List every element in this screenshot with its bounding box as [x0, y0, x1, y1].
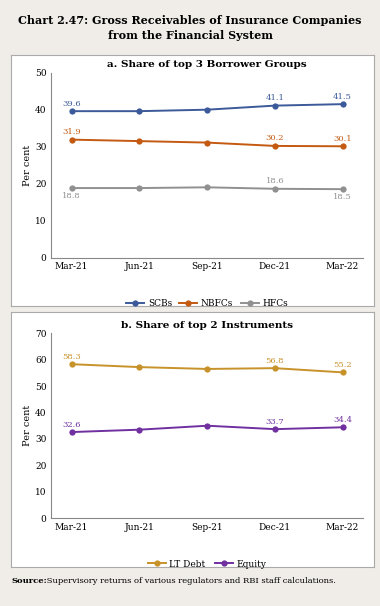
NBFCs	[272, 142, 277, 150]
LT Debt	[137, 364, 142, 371]
NBFCs	[137, 138, 142, 145]
Legend: LT Debt, Equity: LT Debt, Equity	[144, 556, 270, 572]
Text: 31.9: 31.9	[62, 128, 81, 136]
LT Debt	[205, 365, 209, 373]
SCBs	[137, 107, 142, 115]
Line: NBFCs: NBFCs	[68, 136, 346, 150]
HFCs	[137, 184, 142, 191]
LT Debt	[272, 365, 277, 372]
Equity	[205, 422, 209, 430]
Text: 30.2: 30.2	[266, 135, 284, 142]
HFCs	[205, 184, 209, 191]
LT Debt	[340, 368, 345, 376]
Text: 32.6: 32.6	[62, 421, 81, 428]
Text: 41.5: 41.5	[333, 93, 352, 101]
Line: HFCs: HFCs	[68, 184, 346, 192]
Line: Equity: Equity	[68, 422, 346, 435]
Text: 56.8: 56.8	[266, 357, 284, 365]
Text: Supervisory returns of various regulators and RBI staff calculations.: Supervisory returns of various regulator…	[44, 577, 336, 585]
Text: 55.2: 55.2	[333, 361, 352, 369]
Equity	[137, 426, 142, 433]
Text: 18.6: 18.6	[266, 178, 284, 185]
SCBs	[272, 102, 277, 109]
Text: 18.8: 18.8	[62, 192, 81, 200]
Line: SCBs: SCBs	[68, 101, 346, 115]
Y-axis label: Per cent: Per cent	[23, 405, 32, 447]
NBFCs	[340, 142, 345, 150]
Y-axis label: Per cent: Per cent	[23, 144, 32, 186]
Equity	[340, 424, 345, 431]
HFCs	[272, 185, 277, 193]
Text: 30.1: 30.1	[333, 135, 352, 143]
Title: b. Share of top 2 Instruments: b. Share of top 2 Instruments	[121, 321, 293, 330]
Text: 41.1: 41.1	[265, 94, 284, 102]
Title: a. Share of top 3 Borrower Groups: a. Share of top 3 Borrower Groups	[107, 60, 307, 69]
HFCs	[340, 185, 345, 193]
NBFCs	[205, 139, 209, 146]
Text: Source:: Source:	[11, 577, 47, 585]
Text: 34.4: 34.4	[333, 416, 352, 424]
NBFCs	[69, 136, 74, 143]
Line: LT Debt: LT Debt	[68, 361, 346, 376]
Legend: SCBs, NBFCs, HFCs: SCBs, NBFCs, HFCs	[123, 295, 291, 311]
HFCs	[69, 184, 74, 191]
Text: 18.5: 18.5	[333, 193, 352, 201]
SCBs	[205, 106, 209, 113]
Equity	[69, 428, 74, 436]
Equity	[272, 425, 277, 433]
Text: 33.7: 33.7	[266, 418, 284, 425]
LT Debt	[69, 361, 74, 368]
SCBs	[69, 107, 74, 115]
Text: Chart 2.47: Gross Receivables of Insurance Companies
from the Financial System: Chart 2.47: Gross Receivables of Insuran…	[18, 15, 362, 41]
Text: 58.3: 58.3	[62, 353, 81, 361]
Text: 39.6: 39.6	[62, 100, 81, 108]
SCBs	[340, 101, 345, 108]
